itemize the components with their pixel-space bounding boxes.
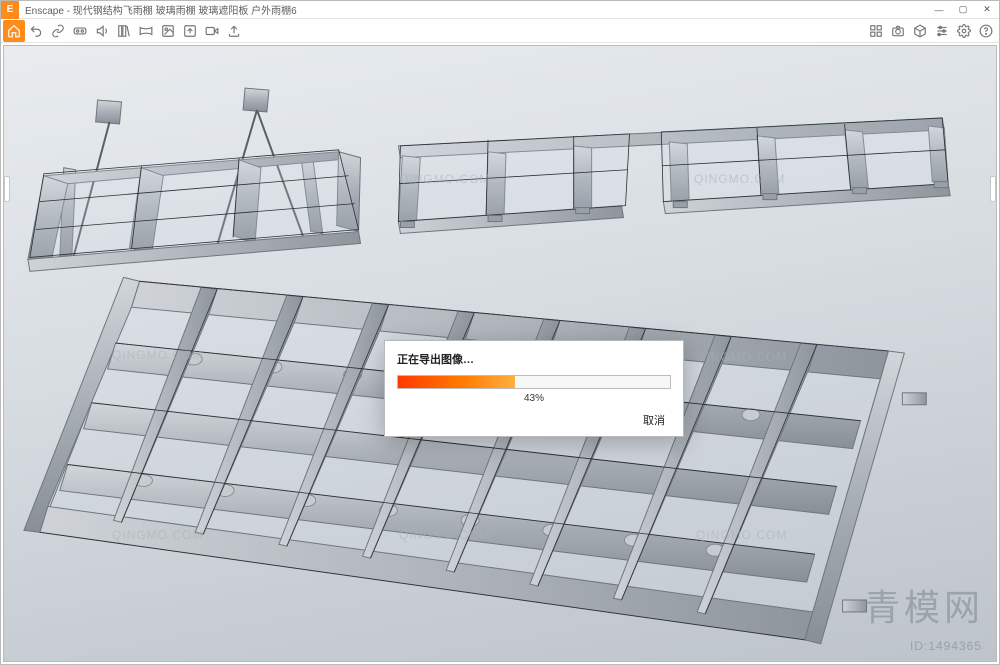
home-icon[interactable] bbox=[3, 20, 25, 42]
help-icon[interactable] bbox=[975, 20, 997, 42]
export-icon[interactable] bbox=[179, 20, 201, 42]
progress-bar bbox=[397, 375, 671, 389]
window-controls: — ▢ ✕ bbox=[927, 1, 999, 19]
canopy-upper-left bbox=[28, 88, 361, 271]
video-icon[interactable] bbox=[201, 20, 223, 42]
gear-icon[interactable] bbox=[953, 20, 975, 42]
link-icon[interactable] bbox=[47, 20, 69, 42]
library-icon[interactable] bbox=[113, 20, 135, 42]
progress-percent-label: 43% bbox=[397, 393, 671, 404]
toolbar bbox=[1, 19, 999, 43]
canopy-upper-right bbox=[398, 118, 950, 234]
progress-bar-fill bbox=[398, 376, 515, 388]
grid-icon[interactable] bbox=[865, 20, 887, 42]
close-button[interactable]: ✕ bbox=[975, 1, 999, 19]
dialog-title: 正在导出图像… bbox=[397, 351, 671, 367]
app-icon: E bbox=[1, 1, 19, 19]
app-window: E Enscape - 现代钢结构飞雨棚 玻璃雨棚 玻璃遮阳板 户外雨棚6 — … bbox=[0, 0, 1000, 665]
viewport-3d[interactable]: QINGMO.COMQINGMO.COMQINGMO.COMQINGMO.COM… bbox=[3, 45, 997, 662]
sound-icon[interactable] bbox=[91, 20, 113, 42]
export-progress-dialog: 正在导出图像… 43% 取消 bbox=[384, 340, 684, 437]
sliders-icon[interactable] bbox=[931, 20, 953, 42]
undo-icon[interactable] bbox=[25, 20, 47, 42]
maximize-button[interactable]: ▢ bbox=[951, 1, 975, 19]
canopy-large bbox=[24, 277, 926, 644]
camera-icon[interactable] bbox=[887, 20, 909, 42]
window-title: Enscape - 现代钢结构飞雨棚 玻璃雨棚 玻璃遮阳板 户外雨棚6 bbox=[19, 2, 927, 17]
cube-icon[interactable] bbox=[909, 20, 931, 42]
cancel-button[interactable]: 取消 bbox=[637, 413, 671, 429]
toolbar-right-group bbox=[865, 20, 997, 42]
image-icon[interactable] bbox=[157, 20, 179, 42]
upload-icon[interactable] bbox=[223, 20, 245, 42]
vr-icon[interactable] bbox=[69, 20, 91, 42]
minimize-button[interactable]: — bbox=[927, 1, 951, 19]
titlebar: E Enscape - 现代钢结构飞雨棚 玻璃雨棚 玻璃遮阳板 户外雨棚6 — … bbox=[1, 1, 999, 19]
panorama-icon[interactable] bbox=[135, 20, 157, 42]
toolbar-left-group bbox=[3, 20, 245, 42]
